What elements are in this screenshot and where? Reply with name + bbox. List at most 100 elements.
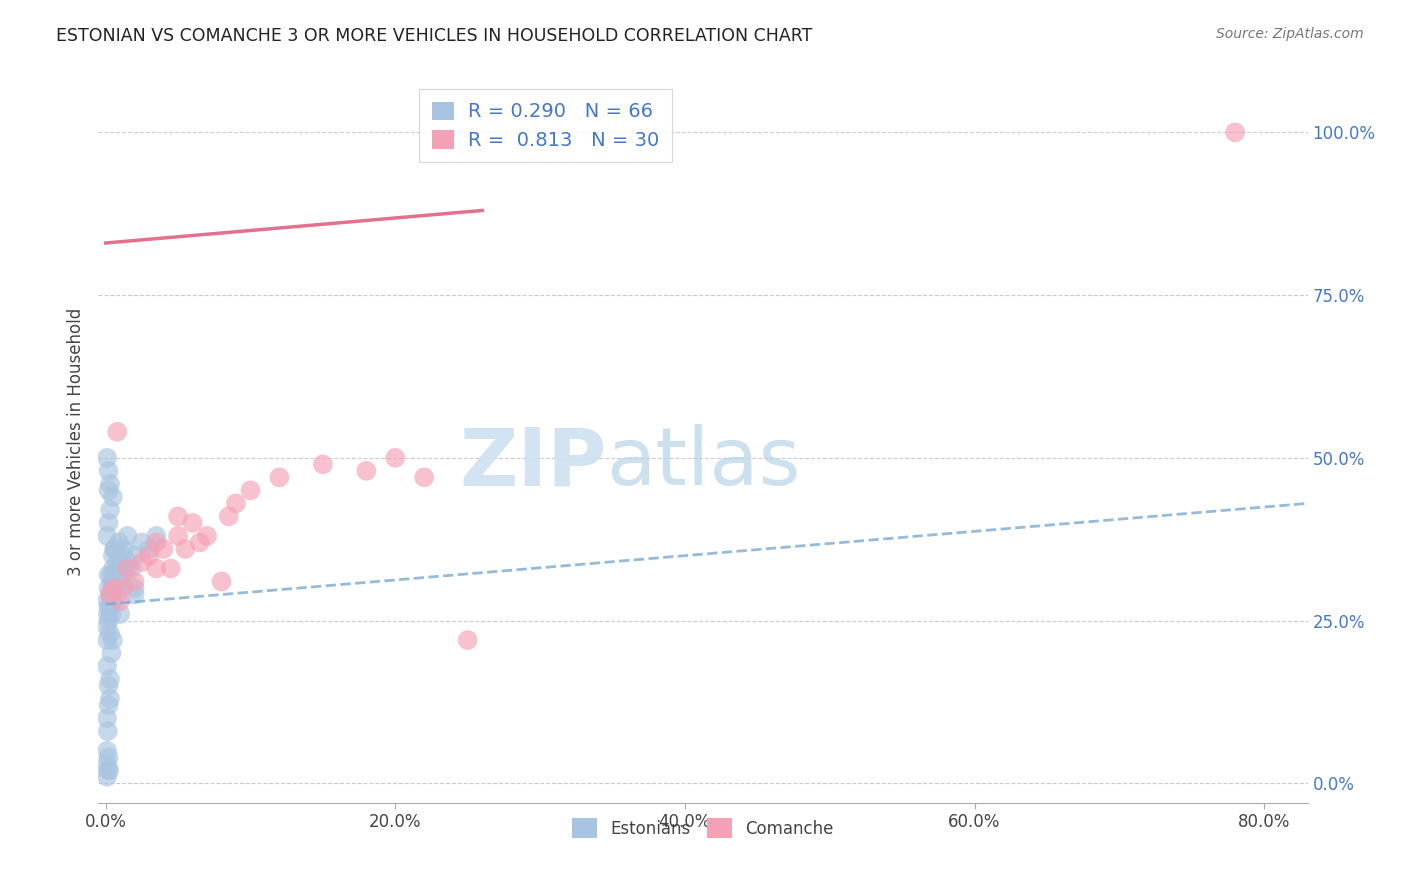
Point — [107, 535, 129, 549]
Point — [97, 750, 120, 764]
Point — [97, 679, 120, 693]
Point — [98, 587, 121, 601]
Point — [117, 529, 139, 543]
Text: atlas: atlas — [606, 425, 800, 502]
Point — [457, 633, 479, 648]
Point — [121, 561, 143, 575]
Point — [97, 724, 120, 739]
Point — [112, 561, 135, 575]
Point — [269, 470, 291, 484]
Y-axis label: 3 or more Vehicles in Household: 3 or more Vehicles in Household — [66, 308, 84, 575]
Point — [138, 549, 160, 563]
Point — [100, 568, 122, 582]
Point — [167, 509, 190, 524]
Point — [1225, 125, 1247, 139]
Point — [138, 541, 160, 556]
Point — [96, 620, 118, 634]
Point — [218, 509, 240, 524]
Point — [145, 561, 167, 575]
Point — [110, 549, 132, 563]
Legend: Estonians, Comanche: Estonians, Comanche — [565, 812, 841, 845]
Point — [105, 587, 128, 601]
Point — [98, 587, 121, 601]
Text: Source: ZipAtlas.com: Source: ZipAtlas.com — [1216, 27, 1364, 41]
Point — [195, 529, 218, 543]
Point — [96, 659, 118, 673]
Point — [101, 561, 124, 575]
Point — [101, 549, 124, 563]
Point — [97, 600, 120, 615]
Point — [131, 535, 153, 549]
Point — [97, 483, 120, 498]
Point — [117, 561, 139, 575]
Point — [98, 476, 121, 491]
Point — [188, 535, 211, 549]
Point — [98, 626, 121, 640]
Point — [98, 691, 121, 706]
Point — [131, 555, 153, 569]
Point — [96, 633, 118, 648]
Point — [124, 549, 146, 563]
Point — [225, 496, 247, 510]
Point — [98, 503, 121, 517]
Point — [356, 464, 378, 478]
Point — [100, 607, 122, 621]
Point — [103, 581, 125, 595]
Point — [152, 541, 174, 556]
Point — [239, 483, 262, 498]
Point — [103, 541, 125, 556]
Point — [145, 535, 167, 549]
Point — [167, 529, 190, 543]
Point — [312, 458, 335, 472]
Point — [97, 698, 120, 713]
Point — [114, 541, 136, 556]
Point — [108, 594, 131, 608]
Point — [101, 490, 124, 504]
Point — [97, 581, 120, 595]
Point — [100, 574, 122, 589]
Point — [97, 764, 120, 778]
Point — [124, 574, 146, 589]
Point — [101, 633, 124, 648]
Point — [159, 561, 181, 575]
Point — [211, 574, 233, 589]
Point — [101, 581, 124, 595]
Point — [181, 516, 204, 530]
Point — [112, 568, 135, 582]
Point — [96, 744, 118, 758]
Point — [100, 594, 122, 608]
Point — [105, 574, 128, 589]
Point — [124, 587, 146, 601]
Point — [96, 529, 118, 543]
Point — [105, 425, 128, 439]
Point — [145, 529, 167, 543]
Point — [97, 614, 120, 628]
Point — [108, 561, 131, 575]
Point — [98, 600, 121, 615]
Point — [98, 672, 121, 686]
Point — [101, 581, 124, 595]
Point — [413, 470, 436, 484]
Point — [97, 568, 120, 582]
Point — [96, 770, 118, 784]
Point — [124, 581, 146, 595]
Point — [96, 594, 118, 608]
Point — [103, 541, 125, 556]
Point — [101, 594, 124, 608]
Point — [100, 646, 122, 660]
Point — [97, 516, 120, 530]
Point — [384, 450, 406, 465]
Point — [96, 711, 118, 725]
Point — [112, 581, 135, 595]
Point — [96, 756, 118, 771]
Point — [108, 574, 131, 589]
Point — [105, 555, 128, 569]
Point — [96, 450, 118, 465]
Point — [117, 555, 139, 569]
Text: ZIP: ZIP — [458, 425, 606, 502]
Text: ESTONIAN VS COMANCHE 3 OR MORE VEHICLES IN HOUSEHOLD CORRELATION CHART: ESTONIAN VS COMANCHE 3 OR MORE VEHICLES … — [56, 27, 813, 45]
Point — [174, 541, 197, 556]
Point — [98, 764, 121, 778]
Point — [108, 607, 131, 621]
Point — [97, 464, 120, 478]
